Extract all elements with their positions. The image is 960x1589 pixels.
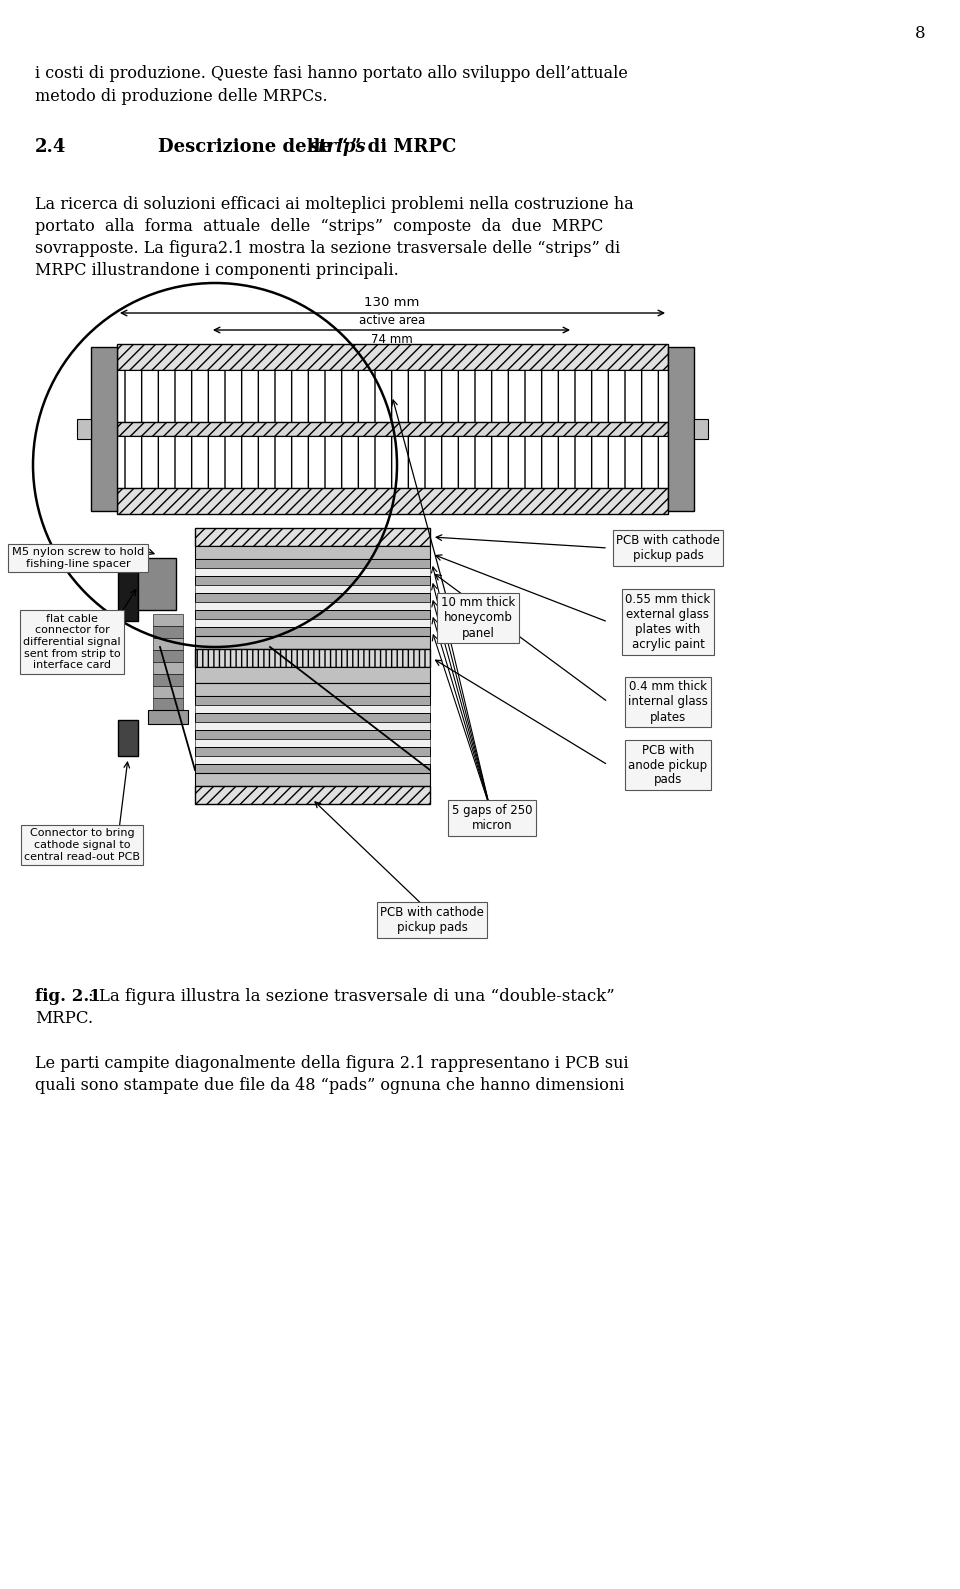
Text: La ricerca di soluzioni efficaci ai molteplici problemi nella costruzione ha: La ricerca di soluzioni efficaci ai molt… [35,195,634,213]
Bar [195,575,430,585]
Text: strips: strips [308,138,366,156]
Text: M5 nylon screw to hold
fishing-line spacer: M5 nylon screw to hold fishing-line spac… [12,547,144,569]
Text: PCB with cathode
pickup pads: PCB with cathode pickup pads [616,534,720,563]
Bar [195,667,430,683]
Bar [195,756,430,764]
Bar [91,346,117,512]
Text: 0.55 mm thick
external glass
plates with
acrylic paint: 0.55 mm thick external glass plates with… [625,593,710,651]
Bar [195,602,430,610]
Text: metodo di produzione delle MRPCs.: metodo di produzione delle MRPCs. [35,87,327,105]
Text: 8: 8 [915,25,925,41]
Bar [118,547,138,621]
Text: quali sono stampate due file da 48 “pads” ognuna che hanno dimensioni: quali sono stampate due file da 48 “pads… [35,1077,624,1093]
Bar [77,419,91,439]
Bar [195,683,430,696]
Bar [195,636,430,648]
Text: PCB with
anode pickup
pads: PCB with anode pickup pads [629,744,708,787]
Bar [148,710,188,725]
Bar [195,713,430,721]
Text: sovrapposte. La figura2.1 mostra la sezione trasversale delle “strips” di: sovrapposte. La figura2.1 mostra la sezi… [35,240,620,257]
Bar [195,787,430,804]
Text: Connector to bring
cathode signal to
central read-out PCB: Connector to bring cathode signal to cen… [24,828,140,861]
Bar [153,613,183,626]
Text: ” di MRPC: ” di MRPC [351,138,456,156]
Text: 2.4: 2.4 [35,138,66,156]
Text: Descrizione delle “: Descrizione delle “ [158,138,348,156]
Text: 10 mm thick
honeycomb
panel: 10 mm thick honeycomb panel [441,596,516,639]
Bar [195,747,430,756]
Bar [694,419,708,439]
Bar [117,423,668,435]
Bar [153,639,183,650]
Bar [668,346,694,512]
Bar [195,706,430,713]
Bar [195,620,430,628]
Bar [153,674,183,686]
Bar [195,628,430,636]
Bar [118,720,138,756]
Bar [195,528,430,547]
Bar [195,593,430,602]
Bar [153,626,183,639]
Text: portato  alla  forma  attuale  delle  “strips”  composte  da  due  MRPC: portato alla forma attuale delle “strips… [35,218,604,235]
Bar [195,696,430,706]
Bar [195,547,430,559]
Bar [153,650,183,663]
Bar [195,739,430,747]
Bar [153,663,183,674]
Bar [195,610,430,620]
Text: PCB with cathode
pickup pads: PCB with cathode pickup pads [380,906,484,934]
Text: 0.4 mm thick
internal glass
plates: 0.4 mm thick internal glass plates [628,680,708,723]
Bar [195,721,430,729]
Bar [117,435,668,488]
Text: fig. 2.1: fig. 2.1 [35,988,101,1004]
Bar [195,764,430,772]
Text: 5 gaps of 250
micron: 5 gaps of 250 micron [452,804,532,833]
Bar [195,567,430,575]
Bar [153,698,183,710]
Bar [153,686,183,698]
Bar [117,343,668,370]
Bar [117,370,668,423]
Bar [138,558,176,610]
Text: 74 mm: 74 mm [372,334,413,346]
Text: : La figura illustra la sezione trasversale di una “double-stack”: : La figura illustra la sezione trasvers… [88,988,614,1004]
Bar [195,585,430,593]
Bar [117,488,668,513]
Text: 130 mm: 130 mm [364,296,420,308]
Bar [195,729,430,739]
Text: MRPC illustrandone i componenti principali.: MRPC illustrandone i componenti principa… [35,262,398,280]
Text: Le parti campite diagonalmente della figura 2.1 rappresentano i PCB sui: Le parti campite diagonalmente della fig… [35,1055,629,1073]
Text: active area: active area [359,315,425,327]
Text: MRPC.: MRPC. [35,1011,93,1026]
Text: i costi di produzione. Queste fasi hanno portato allo sviluppo dell’attuale: i costi di produzione. Queste fasi hanno… [35,65,628,83]
Text: flat cable
connector for
differential signal
sent from strip to
interface card: flat cable connector for differential si… [23,613,121,671]
Bar [195,772,430,787]
Bar [195,559,430,567]
Bar [195,648,430,667]
